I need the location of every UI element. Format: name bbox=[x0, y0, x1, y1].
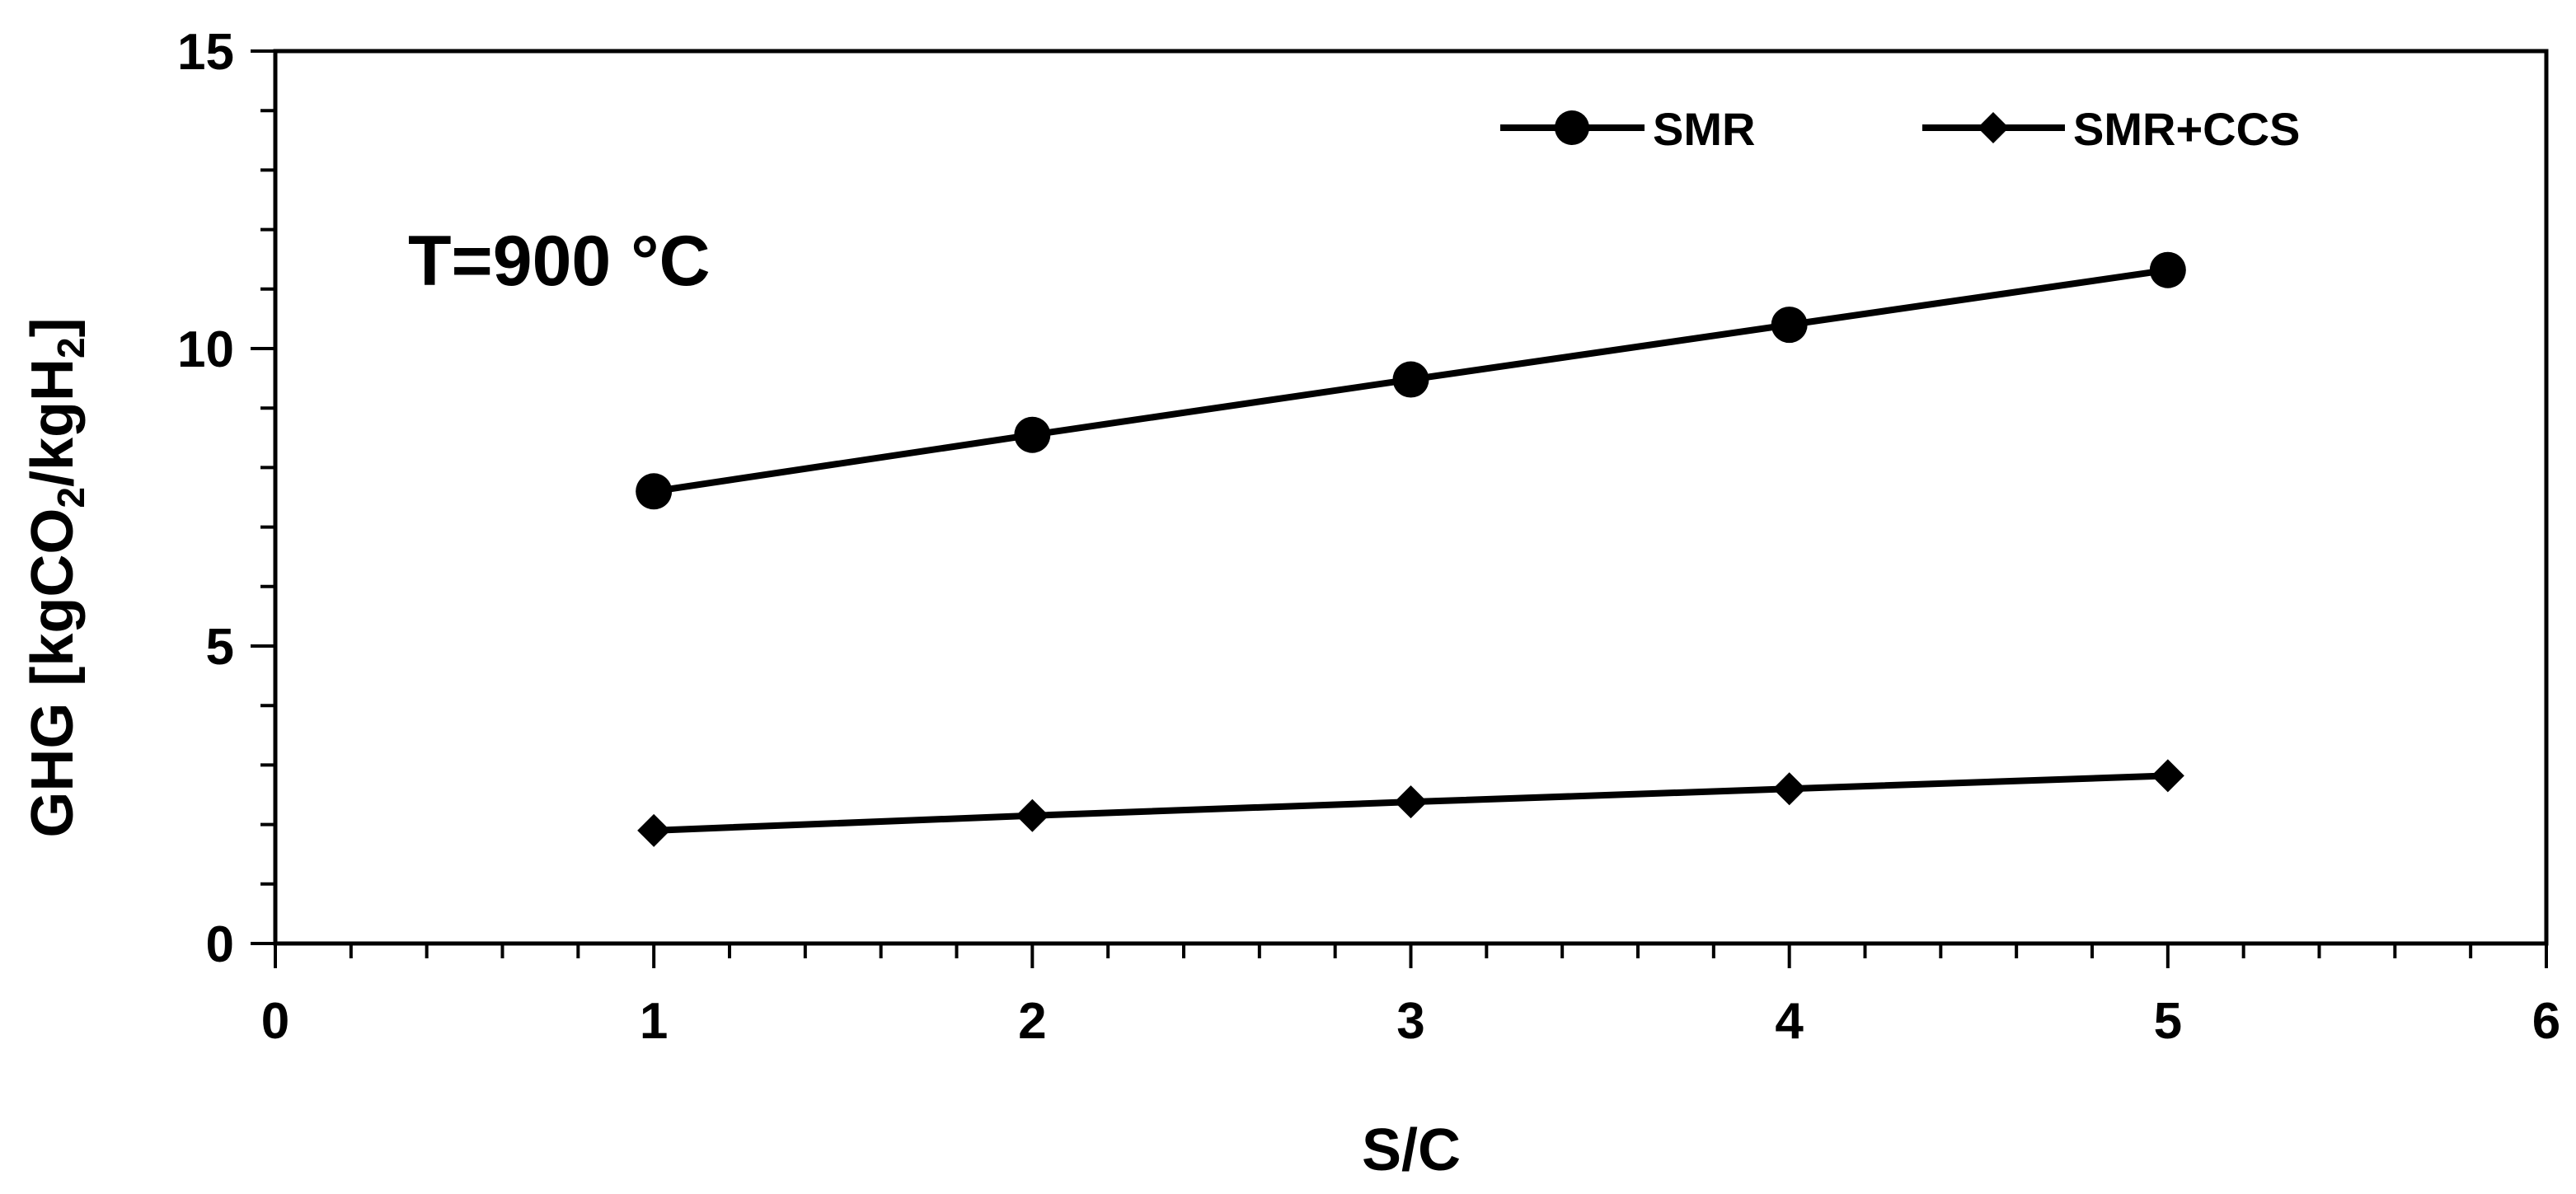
legend-diamond-marker-icon bbox=[1978, 112, 2009, 143]
y-tick-label: 0 bbox=[206, 916, 234, 973]
y-tick-label: 15 bbox=[177, 24, 234, 81]
legend-item-smr-ccs: SMR+CCS bbox=[1922, 103, 2300, 155]
series-smr bbox=[636, 251, 2186, 510]
legend-label-smr-ccs: SMR+CCS bbox=[2073, 103, 2300, 155]
y-tick-label: 10 bbox=[177, 321, 234, 378]
legend-item-smr: SMR bbox=[1500, 103, 1755, 155]
data-point-smr bbox=[1014, 416, 1051, 453]
data-point-smr-ccs bbox=[2151, 759, 2184, 793]
data-point-smr-ccs bbox=[1016, 798, 1049, 832]
legend-label-smr: SMR bbox=[1653, 103, 1755, 155]
y-axis: 0 5 10 15 bbox=[177, 24, 275, 973]
x-tick-label: 6 bbox=[2532, 993, 2560, 1050]
x-tick-label: 5 bbox=[2154, 993, 2182, 1050]
series-smr-ccs bbox=[637, 759, 2184, 847]
x-tick-label: 0 bbox=[261, 993, 289, 1050]
x-axis: 0 1 2 3 4 5 6 bbox=[261, 943, 2560, 1050]
temperature-annotation: T=900 °C bbox=[408, 222, 711, 301]
x-tick-label: 2 bbox=[1018, 993, 1046, 1050]
x-tick-label: 3 bbox=[1396, 993, 1424, 1050]
data-point-smr bbox=[636, 473, 673, 510]
y-tick-label: 5 bbox=[206, 619, 234, 676]
data-point-smr-ccs bbox=[1772, 772, 1806, 806]
data-point-smr bbox=[1771, 307, 1808, 344]
legend-circle-marker-icon bbox=[1555, 110, 1589, 145]
data-point-smr bbox=[2149, 251, 2186, 288]
x-tick-label: 1 bbox=[640, 993, 668, 1050]
x-axis-title: S/C bbox=[1362, 1117, 1461, 1183]
y-axis-title: GHG [kgCO2/kgH2] bbox=[20, 317, 92, 837]
x-tick-label: 4 bbox=[1775, 993, 1804, 1050]
data-point-smr-ccs bbox=[1394, 785, 1428, 819]
legend: SMR SMR+CCS bbox=[1500, 103, 2300, 155]
series-layer bbox=[636, 251, 2186, 847]
data-point-smr-ccs bbox=[637, 813, 671, 847]
data-point-smr bbox=[1392, 361, 1429, 398]
